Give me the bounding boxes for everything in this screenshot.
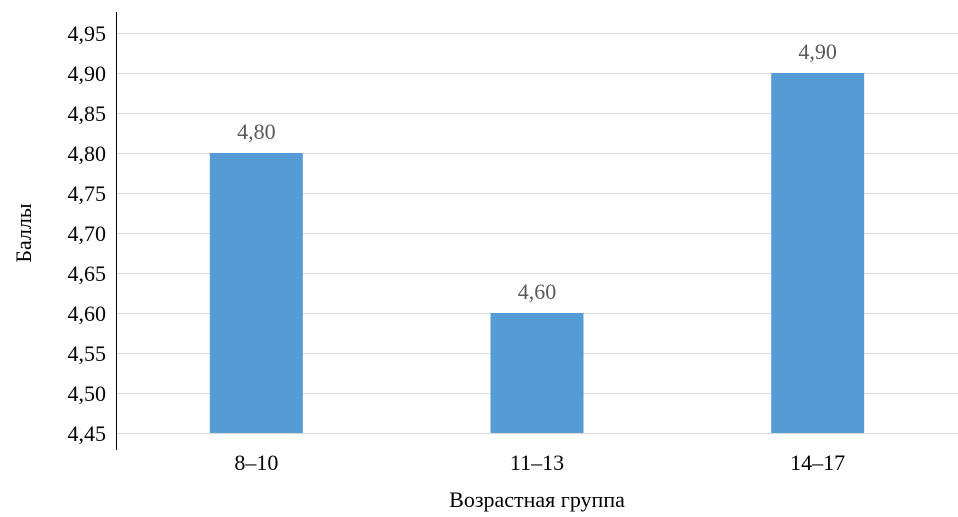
y-tick-label-6: 4,75 (68, 181, 107, 206)
y-tick-label-7: 4,80 (68, 141, 107, 166)
bars (210, 73, 864, 433)
y-axis-title: Баллы (11, 203, 36, 263)
y-tick-label-9: 4,90 (68, 61, 107, 86)
y-tick-label-2: 4,55 (68, 341, 107, 366)
x-tick-label-2: 14–17 (790, 450, 845, 475)
x-tick-labels: 8–10 11–13 14–17 (234, 450, 845, 475)
x-tick-label-1: 11–13 (510, 450, 564, 475)
x-tick-label-0: 8–10 (234, 450, 278, 475)
y-tick-labels: 4,45 4,50 4,55 4,60 4,65 4,70 4,75 4,80 4,85 4,90… (68, 21, 107, 446)
y-tick-label-3: 4,60 (68, 301, 107, 326)
bar-1 (491, 313, 584, 433)
data-label-2: 4,90 (798, 39, 837, 64)
y-tick-label-8: 4,85 (68, 101, 107, 126)
y-tick-label-4: 4,65 (68, 261, 107, 286)
data-label-0: 4,80 (237, 119, 276, 144)
bar-2 (771, 73, 864, 433)
data-labels: 4,80 4,60 4,90 (237, 39, 837, 304)
x-axis-title: Возрастная группа (449, 487, 625, 512)
y-tick-label-10: 4,95 (68, 21, 107, 46)
bar-0 (210, 153, 303, 433)
data-label-1: 4,60 (518, 279, 557, 304)
y-tick-label-0: 4,45 (68, 421, 107, 446)
y-tick-label-1: 4,50 (68, 381, 107, 406)
y-tick-label-5: 4,70 (68, 221, 107, 246)
